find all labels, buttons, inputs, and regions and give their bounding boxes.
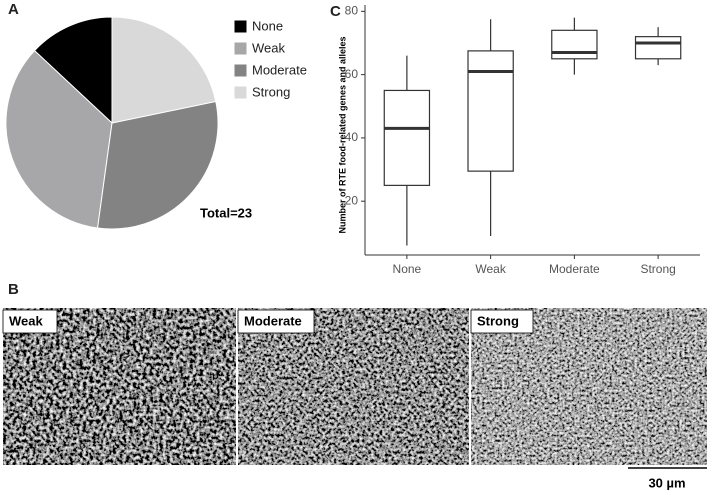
y-tick-label: 60 [345,67,359,81]
panel-label: B [8,281,19,298]
micrograph-tag-box [237,309,315,334]
scale-bar-label: 30 µm [648,475,685,490]
pie-slice [33,16,113,125]
box [551,29,598,60]
legend-label: Strong [252,84,290,99]
micrograph-tag: Moderate [244,313,302,328]
pie-slice [111,16,217,124]
legend-swatch [233,85,248,100]
legend-label: None [252,18,283,33]
annotation: Total=23 [200,205,252,220]
micrograph-tag: Strong [477,313,519,328]
x-tick-label: Strong [640,262,675,276]
panel-label: C [330,3,341,20]
legend-swatch [233,41,248,56]
x-tick-label: Moderate [549,262,600,276]
legend-swatch [233,63,248,78]
micrograph [471,308,707,465]
box [383,89,431,186]
pie-slice [97,100,219,230]
box [467,50,514,172]
y-tick-label: 20 [345,193,359,207]
box [634,36,682,60]
legend-label: Weak [252,40,285,55]
panel-label: A [8,1,19,18]
micrograph [238,308,469,465]
y-tick-label: 40 [345,130,359,144]
micrograph-tag-box [470,309,534,334]
y-tick-label: 80 [345,4,359,18]
legend-label: Moderate [252,62,307,77]
legend-swatch [233,19,248,34]
micrograph-tag-box [2,309,58,334]
x-tick-label: None [393,262,422,276]
pie-slice [5,49,113,229]
y-axis-label: Number of RTE food-related genes and all… [337,36,347,233]
x-tick-label: Weak [475,262,506,276]
micrograph [3,308,236,465]
micrograph-tag: Weak [9,313,43,328]
